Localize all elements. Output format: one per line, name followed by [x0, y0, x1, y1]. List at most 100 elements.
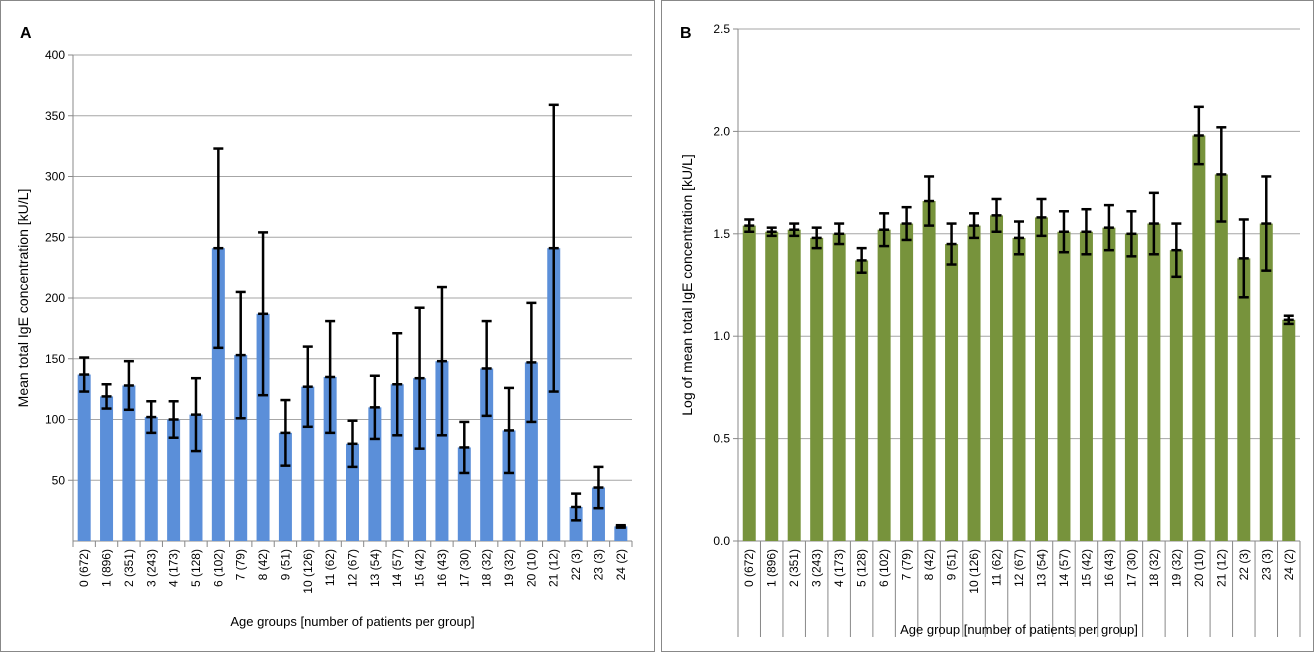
x-axis-label: Age group [number of patients per group]	[900, 622, 1138, 637]
x-tick-label: 4 (173)	[167, 549, 181, 587]
y-tick-label: 350	[45, 109, 65, 123]
x-tick-label: 9 (51)	[945, 549, 959, 580]
x-tick-label: 10 (126)	[967, 549, 981, 594]
x-tick-label: 8 (42)	[922, 549, 936, 580]
bar	[1214, 174, 1228, 541]
x-tick-label: 13 (54)	[368, 549, 382, 587]
bar	[480, 368, 494, 541]
bar	[614, 526, 628, 541]
y-tick-label: 1.0	[713, 329, 730, 343]
bar	[77, 374, 91, 541]
x-tick-label: 2 (351)	[122, 549, 136, 587]
bar	[524, 362, 538, 541]
bar	[569, 506, 583, 541]
bar	[810, 237, 824, 541]
y-tick-label: 400	[45, 48, 65, 62]
x-tick-label: 20 (10)	[1192, 549, 1206, 587]
bar	[1259, 223, 1273, 541]
bar	[390, 384, 404, 541]
y-tick-label: 200	[45, 291, 65, 305]
x-tick-label: 23 (3)	[1259, 549, 1273, 580]
y-tick-label: 1.5	[713, 227, 730, 241]
y-tick-label: 150	[45, 352, 65, 366]
bar	[742, 225, 756, 541]
x-tick-label: 5 (128)	[855, 549, 869, 587]
x-tick-label: 14 (57)	[1057, 549, 1071, 587]
y-tick-label: 50	[52, 473, 66, 487]
x-tick-label: 22 (3)	[1237, 549, 1251, 580]
x-tick-label: 5 (128)	[189, 549, 203, 587]
bar	[1012, 237, 1026, 541]
x-tick-label: 16 (43)	[1102, 549, 1116, 587]
x-tick-label: 12 (67)	[1012, 549, 1026, 587]
bar	[211, 248, 225, 541]
x-tick-label: 3 (243)	[810, 549, 824, 587]
x-tick-label: 7 (79)	[900, 549, 914, 580]
x-tick-label: 1 (896)	[765, 549, 779, 587]
bar	[301, 386, 315, 541]
y-tick-label: 0.5	[713, 432, 730, 446]
bar	[278, 432, 292, 541]
bar	[1102, 227, 1116, 541]
x-axis-label: Age groups [number of patients per group…	[230, 614, 474, 629]
bar	[1237, 258, 1251, 541]
y-tick-label: 100	[45, 413, 65, 427]
bar	[413, 378, 427, 541]
x-tick-label: 24 (2)	[1282, 549, 1296, 580]
bar	[765, 231, 779, 541]
x-tick-label: 3 (243)	[144, 549, 158, 587]
bar	[900, 223, 914, 541]
bar	[547, 248, 561, 541]
bar	[1079, 231, 1093, 541]
x-tick-label: 15 (42)	[413, 549, 427, 587]
x-tick-label: 7 (79)	[234, 549, 248, 580]
y-tick-label: 0.0	[713, 534, 730, 548]
x-tick-label: 0 (672)	[742, 549, 756, 587]
bar	[1192, 135, 1206, 541]
x-tick-label: 19 (32)	[502, 549, 516, 587]
bar	[368, 407, 382, 541]
bar	[855, 260, 869, 541]
x-tick-label: 4 (173)	[832, 549, 846, 587]
x-tick-label: 2 (351)	[787, 549, 801, 587]
x-tick-label: 11 (62)	[990, 549, 1004, 586]
bar	[234, 355, 248, 541]
bar	[877, 229, 891, 542]
x-tick-label: 24 (2)	[614, 549, 628, 580]
panel-label: A	[20, 25, 32, 42]
bar	[122, 385, 136, 541]
x-tick-label: 19 (32)	[1169, 549, 1183, 587]
bar	[1169, 250, 1183, 541]
x-tick-label: 21 (12)	[547, 549, 561, 587]
x-tick-label: 18 (32)	[1147, 549, 1161, 587]
x-tick-label: 11 (62)	[323, 549, 337, 586]
bar	[189, 414, 203, 541]
x-tick-label: 22 (3)	[569, 549, 583, 580]
bar	[144, 417, 158, 541]
bar	[167, 419, 181, 541]
x-tick-label: 12 (67)	[346, 549, 360, 587]
x-tick-label: 23 (3)	[591, 549, 605, 580]
y-tick-label: 250	[45, 230, 65, 244]
x-tick-label: 8 (42)	[256, 549, 270, 580]
y-tick-label: 2.0	[713, 124, 730, 138]
x-tick-label: 16 (43)	[435, 549, 449, 587]
x-tick-label: 6 (102)	[211, 549, 225, 587]
y-axis-label: Mean total IgE concentration [kU/L]	[15, 189, 31, 408]
bar	[832, 233, 846, 542]
x-tick-label: 13 (54)	[1034, 549, 1048, 587]
x-tick-label: 6 (102)	[877, 549, 891, 587]
bar	[100, 396, 114, 541]
bar	[1147, 223, 1161, 541]
bar	[922, 201, 936, 542]
bar	[323, 376, 337, 541]
x-tick-label: 1 (896)	[100, 549, 114, 587]
bar	[990, 215, 1004, 542]
bar	[256, 313, 270, 541]
bar	[787, 229, 801, 542]
x-tick-label: 9 (51)	[278, 549, 292, 580]
x-tick-label: 17 (30)	[1124, 549, 1138, 587]
bar	[1282, 319, 1296, 541]
x-tick-label: 21 (12)	[1214, 549, 1228, 587]
